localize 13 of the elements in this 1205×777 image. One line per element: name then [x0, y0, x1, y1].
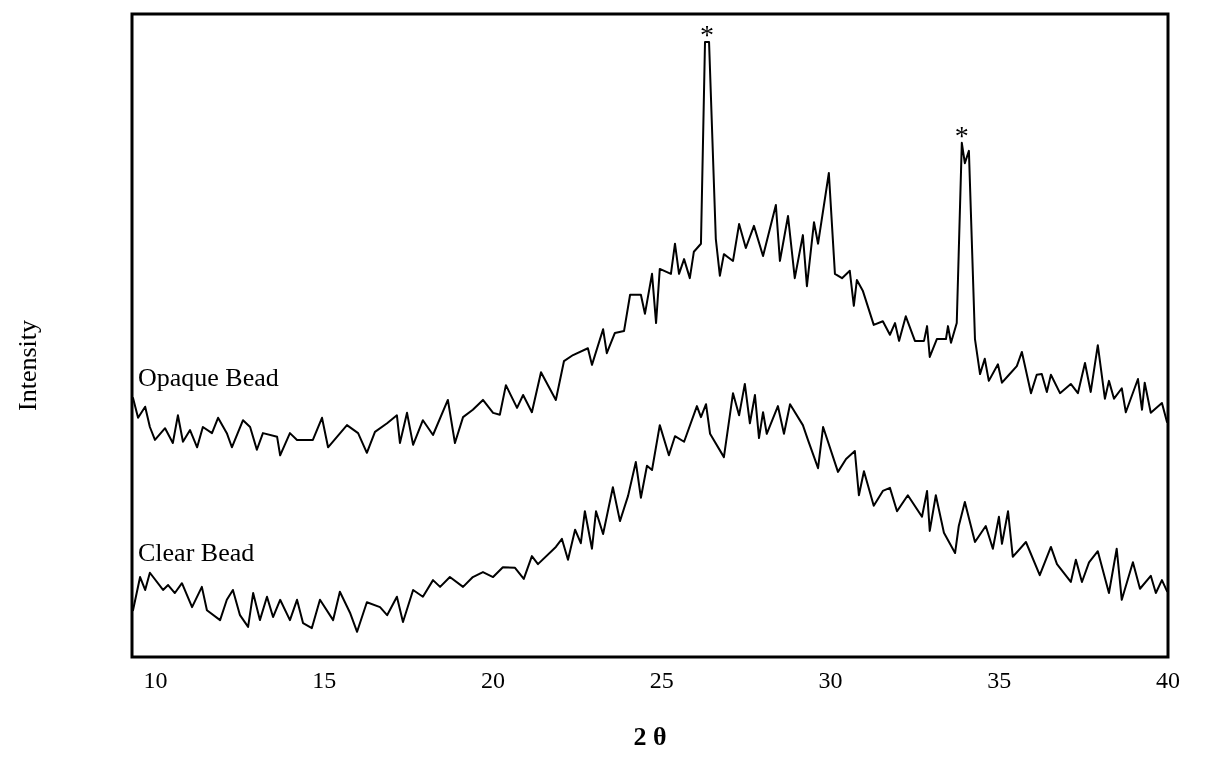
- y-axis-title: Intensity: [13, 320, 42, 411]
- x-axis-title: 2 θ: [633, 722, 667, 751]
- annotation: *: [700, 19, 715, 50]
- series-label: Opaque Bead: [138, 363, 279, 393]
- annotation: *: [954, 119, 969, 151]
- series-label: Clear Bead: [138, 537, 255, 567]
- x-tick-label: 30: [818, 667, 843, 693]
- x-tick-label: 20: [481, 667, 506, 693]
- x-tick-label: 25: [649, 667, 674, 693]
- x-tick-label: 35: [987, 667, 1012, 693]
- x-tick-label: 10: [143, 667, 168, 693]
- x-tick-label: 40: [1156, 667, 1180, 693]
- x-tick-label: 15: [312, 667, 337, 693]
